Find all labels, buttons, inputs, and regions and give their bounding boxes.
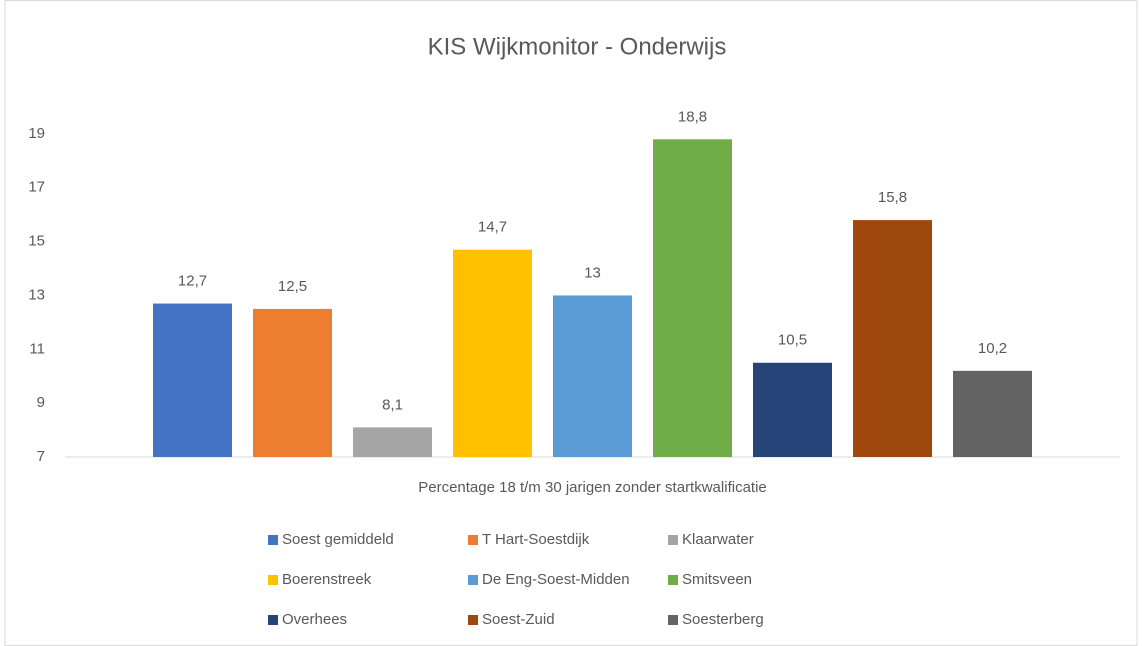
data-label: 8,1 — [382, 396, 403, 413]
legend-label: Klaarwater — [682, 531, 754, 548]
legend-swatch — [268, 615, 278, 625]
legend-label: De Eng-Soest-Midden — [482, 571, 630, 588]
y-tick-label: 15 — [28, 233, 45, 250]
legend-swatch — [268, 535, 278, 545]
bar — [953, 370, 1032, 457]
data-label: 15,8 — [878, 189, 907, 206]
legend-swatch — [668, 615, 678, 625]
bar — [353, 427, 432, 457]
data-label: 13 — [584, 264, 601, 281]
bar — [253, 308, 332, 457]
data-label: 10,2 — [978, 340, 1007, 357]
legend-swatch — [468, 575, 478, 585]
legend-swatch — [268, 575, 278, 585]
data-label: 14,7 — [478, 219, 507, 236]
legend-label: Overhees — [282, 611, 347, 628]
legend-swatch — [668, 575, 678, 585]
bar — [753, 362, 832, 457]
bar — [553, 295, 632, 457]
y-tick-label: 13 — [28, 286, 45, 303]
chart-title: KIS Wijkmonitor - Onderwijs — [428, 33, 727, 60]
y-tick-label: 7 — [37, 448, 45, 465]
x-category-label: Percentage 18 t/m 30 jarigen zonder star… — [418, 479, 767, 496]
bar — [153, 303, 232, 457]
legend-label: Soest-Zuid — [482, 611, 555, 628]
data-label: 12,7 — [178, 273, 207, 290]
legend-label: Boerenstreek — [282, 571, 372, 588]
y-tick-label: 17 — [28, 179, 45, 196]
data-label: 12,5 — [278, 278, 307, 295]
legend-swatch — [468, 535, 478, 545]
legend-label: Smitsveen — [682, 571, 752, 588]
legend-swatch — [468, 615, 478, 625]
legend-swatch — [668, 535, 678, 545]
data-label: 18,8 — [678, 108, 707, 125]
legend-label: T Hart-Soestdijk — [482, 531, 590, 548]
bar — [453, 249, 532, 457]
bar — [653, 139, 732, 458]
bar — [853, 220, 932, 457]
data-label: 10,5 — [778, 332, 807, 349]
legend-label: Soesterberg — [682, 611, 764, 628]
y-tick-label: 19 — [28, 125, 45, 142]
y-tick-label: 11 — [29, 340, 45, 357]
legend-label: Soest gemiddeld — [282, 531, 394, 548]
y-tick-label: 9 — [37, 394, 45, 411]
